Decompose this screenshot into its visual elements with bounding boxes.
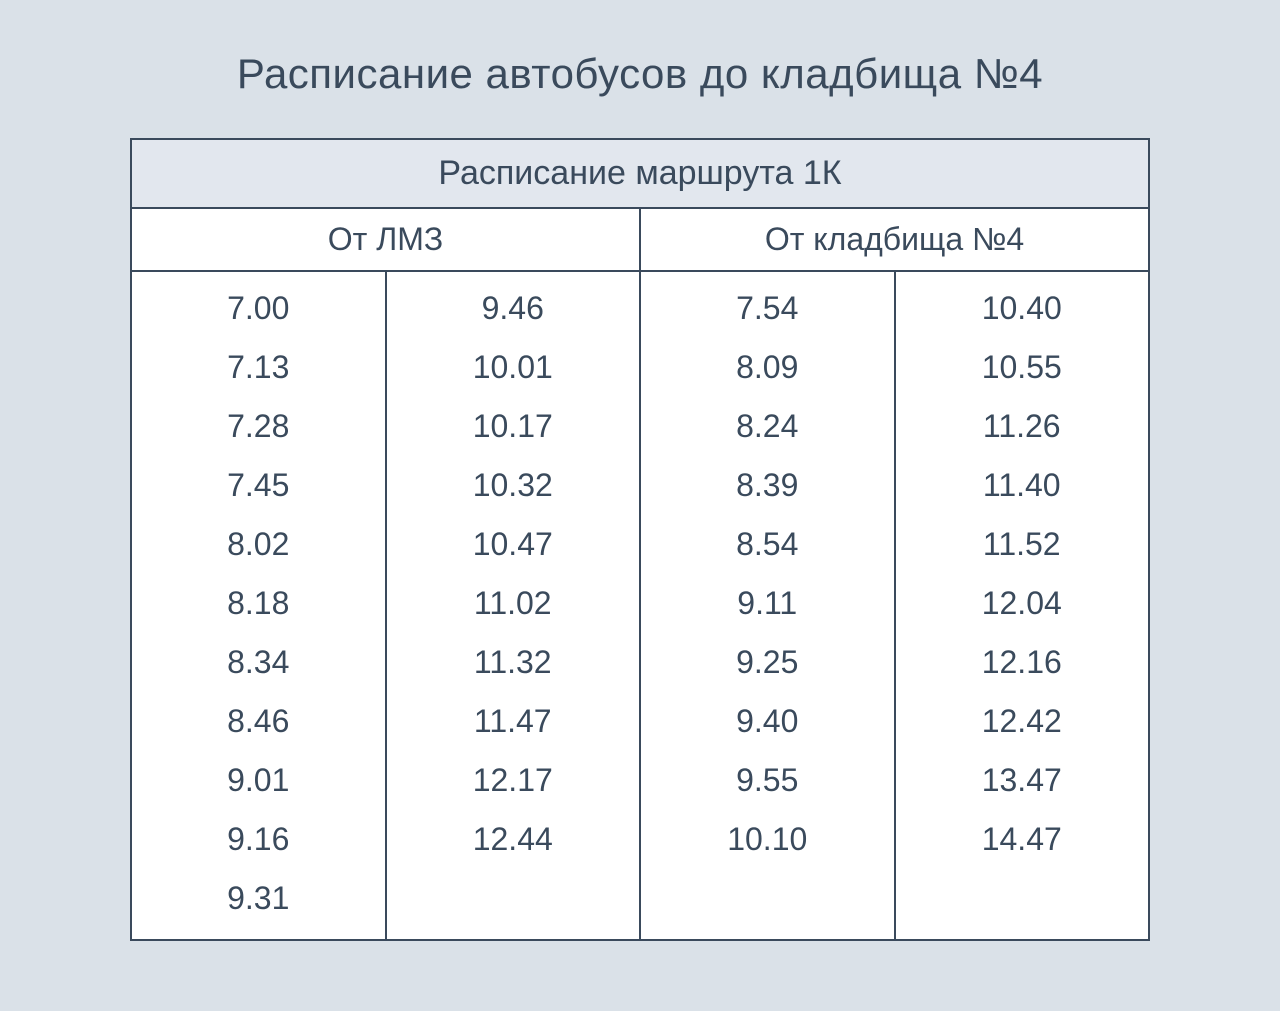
time-entry: 8.18 [227,585,289,622]
time-entry: 11.26 [983,408,1061,445]
time-entry: 12.17 [473,762,553,799]
time-entry: 10.10 [727,821,807,858]
time-entry: 10.47 [473,526,553,563]
time-list: 9.46 10.01 10.17 10.32 10.47 11.02 11.32 11.47 1… [387,290,640,858]
time-entry: 10.01 [473,349,553,386]
time-entry: 12.42 [982,703,1062,740]
time-entry: 12.16 [982,644,1062,681]
time-entry: 9.11 [737,585,797,622]
time-entry: 9.25 [736,644,798,681]
time-entry: 7.28 [227,408,289,445]
time-entry: 13.47 [982,762,1062,799]
time-entry: 11.32 [474,644,552,681]
time-entry: 9.40 [736,703,798,740]
time-entry: 7.45 [227,467,289,504]
direction-header-from-lmz: От ЛМЗ [131,208,640,271]
time-list: 10.40 10.55 11.26 11.40 11.52 12.04 12.16 12.42… [896,290,1149,858]
time-entry: 9.46 [482,290,544,327]
time-entry: 8.24 [736,408,798,445]
time-column-0: 7.00 7.13 7.28 7.45 8.02 8.18 8.34 8.46 9.01 9.16… [131,271,386,940]
time-entry: 8.54 [736,526,798,563]
time-entry: 10.17 [473,408,553,445]
time-column-1: 9.46 10.01 10.17 10.32 10.47 11.02 11.32 11.47 1… [386,271,641,940]
time-entry: 12.44 [473,821,553,858]
time-entry: 7.54 [736,290,798,327]
time-entry: 9.31 [227,880,289,917]
time-entry: 10.32 [473,467,553,504]
time-entry: 9.01 [227,762,289,799]
time-entry: 11.40 [983,467,1061,504]
route-header: Расписание маршрута 1К [131,139,1149,208]
time-entry: 11.47 [474,703,552,740]
page-title: Расписание автобусов до кладбища №4 [237,50,1043,98]
time-list: 7.54 8.09 8.24 8.39 8.54 9.11 9.25 9.40 9.55 10.1… [641,290,894,858]
time-entry: 7.13 [227,349,289,386]
time-entry: 8.09 [736,349,798,386]
time-entry: 9.55 [736,762,798,799]
time-entry: 8.46 [227,703,289,740]
schedule-table: Расписание маршрута 1К От ЛМЗ От кладбищ… [130,138,1150,941]
direction-header-from-cemetery: От кладбища №4 [640,208,1149,271]
time-entry: 12.04 [982,585,1062,622]
time-entry: 11.52 [983,526,1061,563]
time-column-3: 10.40 10.55 11.26 11.40 11.52 12.04 12.16 12.42… [895,271,1150,940]
time-entry: 8.34 [227,644,289,681]
time-entry: 10.55 [982,349,1062,386]
time-entry: 7.00 [227,290,289,327]
time-entry: 8.02 [227,526,289,563]
time-entry: 14.47 [982,821,1062,858]
time-entry: 8.39 [736,467,798,504]
schedule-table-container: Расписание маршрута 1К От ЛМЗ От кладбищ… [130,138,1150,941]
time-list: 7.00 7.13 7.28 7.45 8.02 8.18 8.34 8.46 9.01 9.16… [132,290,385,917]
time-entry: 9.16 [227,821,289,858]
time-entry: 11.02 [474,585,552,622]
time-column-2: 7.54 8.09 8.24 8.39 8.54 9.11 9.25 9.40 9.55 10.1… [640,271,895,940]
time-entry: 10.40 [982,290,1062,327]
